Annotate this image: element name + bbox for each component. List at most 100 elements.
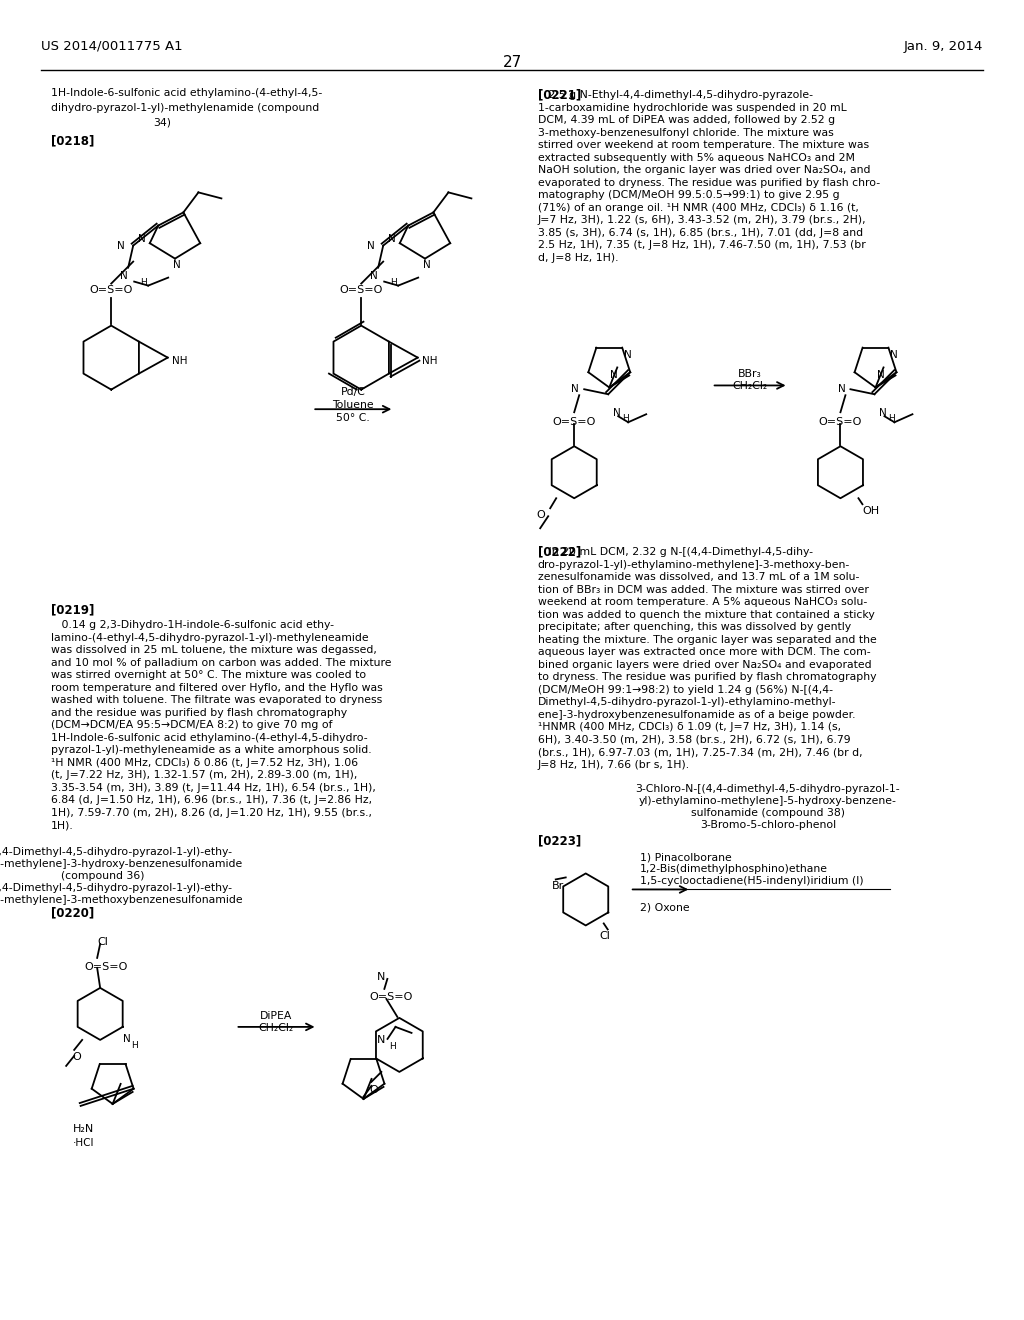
Text: 3-Bromo-5-chloro-phenol: 3-Bromo-5-chloro-phenol	[700, 821, 836, 830]
Text: was dissolved in 25 mL toluene, the mixture was degassed,: was dissolved in 25 mL toluene, the mixt…	[51, 645, 377, 656]
Text: and the residue was purified by flash chromatography: and the residue was purified by flash ch…	[51, 708, 347, 718]
Text: In 20 mL DCM, 2.32 g N-[(4,4-Dimethyl-4,5-dihy-: In 20 mL DCM, 2.32 g N-[(4,4-Dimethyl-4,…	[538, 548, 813, 557]
Text: Br: Br	[552, 882, 564, 891]
Text: 1-carboxamidine hydrochloride was suspended in 20 mL: 1-carboxamidine hydrochloride was suspen…	[538, 103, 847, 114]
Text: d, J=8 Hz, 1H).: d, J=8 Hz, 1H).	[538, 253, 618, 263]
Text: N: N	[378, 972, 386, 982]
Text: was stirred overnight at 50° C. The mixture was cooled to: was stirred overnight at 50° C. The mixt…	[51, 671, 367, 680]
Text: N-[(4,4-Dimethyl-4,5-dihydro-pyrazol-1-yl)-ethy-: N-[(4,4-Dimethyl-4,5-dihydro-pyrazol-1-y…	[0, 883, 232, 892]
Text: N: N	[368, 240, 375, 251]
Text: N: N	[571, 384, 580, 395]
Text: O=S=O: O=S=O	[340, 285, 383, 294]
Text: matography (DCM/MeOH 99.5:0.5→99:1) to give 2.95 g: matography (DCM/MeOH 99.5:0.5→99:1) to g…	[538, 190, 840, 201]
Text: N: N	[610, 370, 618, 380]
Text: H: H	[140, 277, 147, 286]
Text: 2.5 Hz, 1H), 7.35 (t, J=8 Hz, 1H), 7.46-7.50 (m, 1H), 7.53 (br: 2.5 Hz, 1H), 7.35 (t, J=8 Hz, 1H), 7.46-…	[538, 240, 865, 251]
Text: dihydro-pyrazol-1-yl)-methylenamide (compound: dihydro-pyrazol-1-yl)-methylenamide (com…	[51, 103, 319, 114]
Text: lamino-methylene]-3-methoxybenzenesulfonamide: lamino-methylene]-3-methoxybenzenesulfon…	[0, 895, 243, 906]
Text: H: H	[389, 1041, 396, 1051]
Text: OH: OH	[862, 507, 880, 516]
Text: (71%) of an orange oil. ¹H NMR (400 MHz, CDCl₃) δ 1.16 (t,: (71%) of an orange oil. ¹H NMR (400 MHz,…	[538, 203, 858, 213]
Text: N: N	[423, 260, 431, 269]
Text: 3.35-3.54 (m, 3H), 3.89 (t, J=11.44 Hz, 1H), 6.54 (br.s., 1H),: 3.35-3.54 (m, 3H), 3.89 (t, J=11.44 Hz, …	[51, 783, 376, 793]
Text: 6.84 (d, J=1.50 Hz, 1H), 6.96 (br.s., 1H), 7.36 (t, J=2.86 Hz,: 6.84 (d, J=1.50 Hz, 1H), 6.96 (br.s., 1H…	[51, 796, 373, 805]
Text: N: N	[118, 240, 125, 251]
Text: N: N	[138, 234, 145, 244]
Text: extracted subsequently with 5% aqueous NaHCO₃ and 2M: extracted subsequently with 5% aqueous N…	[538, 153, 855, 162]
Text: N: N	[173, 260, 181, 269]
Text: N: N	[377, 1035, 386, 1045]
Text: O: O	[72, 1052, 81, 1061]
Text: room temperature and filtered over Hyflo, and the Hyflo was: room temperature and filtered over Hyflo…	[51, 682, 383, 693]
Text: pyrazol-1-yl)-methyleneamide as a white amorphous solid.: pyrazol-1-yl)-methyleneamide as a white …	[51, 746, 372, 755]
Text: NH: NH	[172, 355, 187, 366]
Text: ¹H NMR (400 MHz, CDCl₃) δ 0.86 (t, J=7.52 Hz, 3H), 1.06: ¹H NMR (400 MHz, CDCl₃) δ 0.86 (t, J=7.5…	[51, 758, 358, 768]
Text: 1,5-cyclooctadiene(H5-indenyl)iridium (I): 1,5-cyclooctadiene(H5-indenyl)iridium (I…	[640, 876, 863, 887]
Text: O=S=O: O=S=O	[370, 991, 413, 1002]
Text: (br.s., 1H), 6.97-7.03 (m, 1H), 7.25-7.34 (m, 2H), 7.46 (br d,: (br.s., 1H), 6.97-7.03 (m, 1H), 7.25-7.3…	[538, 747, 862, 758]
Text: [0223]: [0223]	[538, 834, 581, 847]
Text: H: H	[889, 414, 895, 424]
Text: 1H).: 1H).	[51, 821, 74, 830]
Text: NH: NH	[422, 355, 437, 366]
Text: washed with toluene. The filtrate was evaporated to dryness: washed with toluene. The filtrate was ev…	[51, 696, 382, 705]
Text: Dimethyl-4,5-dihydro-pyrazol-1-yl)-ethylamino-methyl-: Dimethyl-4,5-dihydro-pyrazol-1-yl)-ethyl…	[538, 697, 837, 708]
Text: [0218]: [0218]	[51, 135, 94, 148]
Text: N: N	[838, 384, 846, 395]
Text: N-[(4,4-Dimethyl-4,5-dihydro-pyrazol-1-yl)-ethy-: N-[(4,4-Dimethyl-4,5-dihydro-pyrazol-1-y…	[0, 847, 232, 857]
Text: H: H	[623, 414, 629, 424]
Text: H₂N: H₂N	[73, 1123, 94, 1134]
Text: lamino-(4-ethyl-4,5-dihydro-pyrazol-1-yl)-methyleneamide: lamino-(4-ethyl-4,5-dihydro-pyrazol-1-yl…	[51, 632, 369, 643]
Text: ene]-3-hydroxybenzenesulfonamide as of a beige powder.: ene]-3-hydroxybenzenesulfonamide as of a…	[538, 710, 855, 719]
Text: [0220]: [0220]	[51, 907, 94, 920]
Text: Toluene: Toluene	[333, 400, 374, 409]
Text: O=S=O: O=S=O	[553, 417, 596, 428]
Text: weekend at room temperature. A 5% aqueous NaHCO₃ solu-: weekend at room temperature. A 5% aqueou…	[538, 598, 867, 607]
Text: [0221]: [0221]	[538, 88, 581, 102]
Text: and 10 mol % of palladium on carbon was added. The mixture: and 10 mol % of palladium on carbon was …	[51, 657, 392, 668]
Text: DiPEA: DiPEA	[260, 1011, 293, 1020]
Text: N: N	[371, 271, 378, 281]
Text: zenesulfonamide was dissolved, and 13.7 mL of a 1M solu-: zenesulfonamide was dissolved, and 13.7 …	[538, 573, 859, 582]
Text: N: N	[877, 370, 885, 380]
Text: 0.14 g 2,3-Dihydro-1H-indole-6-sulfonic acid ethy-: 0.14 g 2,3-Dihydro-1H-indole-6-sulfonic …	[51, 620, 334, 631]
Text: DCM, 4.39 mL of DiPEA was added, followed by 2.52 g: DCM, 4.39 mL of DiPEA was added, followe…	[538, 115, 835, 125]
Text: precipitate; after quenching, this was dissolved by gently: precipitate; after quenching, this was d…	[538, 623, 851, 632]
Text: [0222]: [0222]	[538, 545, 581, 558]
Text: 27: 27	[503, 55, 521, 70]
Text: O=S=O: O=S=O	[819, 417, 862, 428]
Text: 1,2-Bis(dimethylphosphino)ethane: 1,2-Bis(dimethylphosphino)ethane	[640, 865, 828, 874]
Text: Jan. 9, 2014: Jan. 9, 2014	[903, 40, 983, 53]
Text: 3-methoxy-benzenesulfonyl chloride. The mixture was: 3-methoxy-benzenesulfonyl chloride. The …	[538, 128, 834, 139]
Text: evaporated to dryness. The residue was purified by flash chro-: evaporated to dryness. The residue was p…	[538, 178, 880, 187]
Text: lamino-methylene]-3-hydroxy-benzenesulfonamide: lamino-methylene]-3-hydroxy-benzenesulfo…	[0, 859, 242, 869]
Text: N: N	[880, 408, 887, 418]
Text: O: O	[370, 1085, 378, 1094]
Text: stirred over weekend at room temperature. The mixture was: stirred over weekend at room temperature…	[538, 140, 868, 150]
Text: 1H-Indole-6-sulfonic acid ethylamino-(4-ethyl-4,5-dihydro-: 1H-Indole-6-sulfonic acid ethylamino-(4-…	[51, 733, 368, 743]
Text: (DCM/MeOH 99:1→98:2) to yield 1.24 g (56%) N-[(4,4-: (DCM/MeOH 99:1→98:2) to yield 1.24 g (56…	[538, 685, 833, 694]
Text: CH₂Cl₂: CH₂Cl₂	[732, 381, 768, 392]
Text: N: N	[123, 1034, 130, 1044]
Text: [0219]: [0219]	[51, 603, 94, 616]
Text: 3.85 (s, 3H), 6.74 (s, 1H), 6.85 (br.s., 1H), 7.01 (dd, J=8 and: 3.85 (s, 3H), 6.74 (s, 1H), 6.85 (br.s.,…	[538, 228, 863, 238]
Text: H: H	[131, 1041, 137, 1049]
Text: (compound 36): (compound 36)	[60, 871, 144, 880]
Text: 2) Oxone: 2) Oxone	[640, 903, 689, 912]
Text: (DCM→DCM/EA 95:5→DCM/EA 8:2) to give 70 mg of: (DCM→DCM/EA 95:5→DCM/EA 8:2) to give 70 …	[51, 721, 333, 730]
Text: 1H-Indole-6-sulfonic acid ethylamino-(4-ethyl-4,5-: 1H-Indole-6-sulfonic acid ethylamino-(4-…	[51, 88, 323, 99]
Text: BBr₃: BBr₃	[738, 370, 762, 379]
Text: 3-Chloro-N-[(4,4-dimethyl-4,5-dihydro-pyrazol-1-: 3-Chloro-N-[(4,4-dimethyl-4,5-dihydro-py…	[636, 784, 900, 795]
Text: tion was added to quench the mixture that contained a sticky: tion was added to quench the mixture tha…	[538, 610, 874, 620]
Text: US 2014/0011775 A1: US 2014/0011775 A1	[41, 40, 182, 53]
Text: J=8 Hz, 1H), 7.66 (br s, 1H).: J=8 Hz, 1H), 7.66 (br s, 1H).	[538, 760, 690, 770]
Text: Cl: Cl	[97, 937, 109, 946]
Text: N: N	[121, 271, 128, 281]
Text: bined organic layers were dried over Na₂SO₄ and evaporated: bined organic layers were dried over Na₂…	[538, 660, 871, 671]
Text: O: O	[537, 511, 545, 520]
Text: (t, J=7.22 Hz, 3H), 1.32-1.57 (m, 2H), 2.89-3.00 (m, 1H),: (t, J=7.22 Hz, 3H), 1.32-1.57 (m, 2H), 2…	[51, 771, 357, 780]
Text: 1) Pinacolborane: 1) Pinacolborane	[640, 853, 732, 862]
Text: yl)-ethylamino-methylene]-5-hydroxy-benzene-: yl)-ethylamino-methylene]-5-hydroxy-benz…	[639, 796, 897, 807]
Text: 34): 34)	[154, 117, 172, 128]
Text: ·HCl: ·HCl	[73, 1138, 94, 1148]
